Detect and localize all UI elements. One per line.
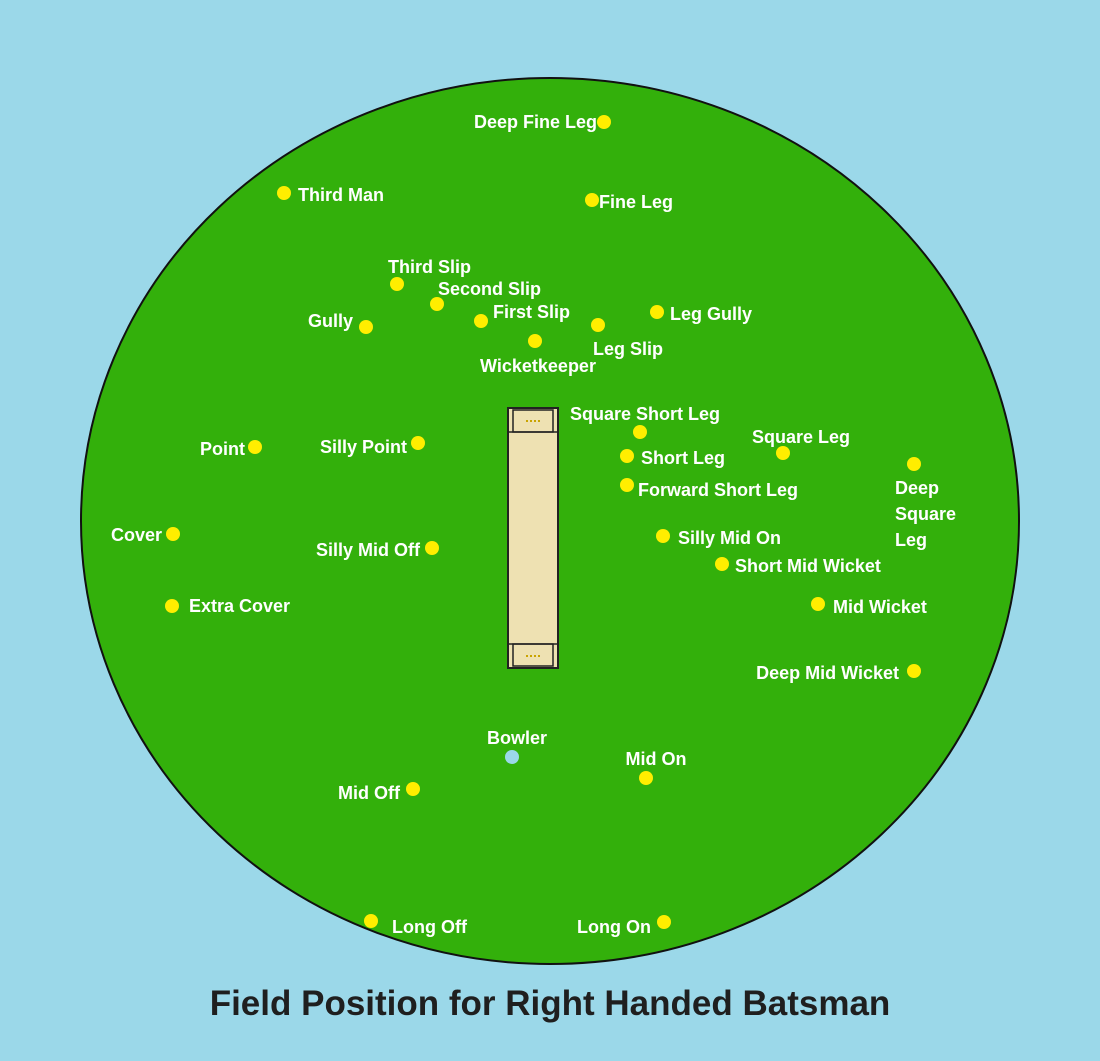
position-bowler: Bowler <box>487 728 547 764</box>
position-point: Point <box>200 439 262 459</box>
deep-fine-leg-marker <box>597 115 611 129</box>
silly-point-label: Silly Point <box>320 437 407 457</box>
first-slip-label: First Slip <box>493 302 570 322</box>
mid-on-marker <box>639 771 653 785</box>
deep-square-leg-label: Deep Square Leg <box>895 478 956 550</box>
position-second-slip: Second Slip <box>430 279 541 311</box>
short-mid-wicket-marker <box>715 557 729 571</box>
leg-gully-marker <box>650 305 664 319</box>
cover-marker <box>166 527 180 541</box>
third-man-marker <box>277 186 291 200</box>
short-mid-wicket-label: Short Mid Wicket <box>735 556 881 576</box>
position-deep-mid-wicket: Deep Mid Wicket <box>756 663 921 683</box>
point-marker <box>248 440 262 454</box>
position-short-leg: Short Leg <box>620 448 725 468</box>
pitch <box>507 407 559 669</box>
position-square-leg: Square Leg <box>752 427 850 460</box>
forward-short-leg-label: Forward Short Leg <box>638 480 798 500</box>
third-slip-label: Third Slip <box>388 257 471 277</box>
point-label: Point <box>200 439 245 459</box>
long-off-label: Long Off <box>392 917 468 937</box>
mid-wicket-marker <box>811 597 825 611</box>
position-silly-mid-off: Silly Mid Off <box>316 540 439 560</box>
position-wicketkeeper: Wicketkeeper <box>480 334 596 376</box>
silly-mid-on-marker <box>656 529 670 543</box>
second-slip-marker <box>430 297 444 311</box>
position-third-man: Third Man <box>277 185 384 205</box>
fine-leg-label: Fine Leg <box>599 192 673 212</box>
deep-mid-wicket-marker <box>907 664 921 678</box>
position-fine-leg: Fine Leg <box>585 192 673 212</box>
mid-off-label: Mid Off <box>338 783 401 803</box>
deep-square-leg-marker <box>907 457 921 471</box>
third-man-label: Third Man <box>298 185 384 205</box>
position-gully: Gully <box>308 311 373 334</box>
silly-mid-on-label: Silly Mid On <box>678 528 781 548</box>
silly-mid-off-label: Silly Mid Off <box>316 540 421 560</box>
position-silly-point: Silly Point <box>320 436 425 457</box>
extra-cover-label: Extra Cover <box>189 596 290 616</box>
fine-leg-marker <box>585 193 599 207</box>
long-on-label: Long On <box>577 917 651 937</box>
position-deep-fine-leg: Deep Fine Leg <box>474 112 611 132</box>
leg-slip-label: Leg Slip <box>593 339 663 359</box>
position-leg-slip: Leg Slip <box>591 318 663 359</box>
cover-label: Cover <box>111 525 162 545</box>
second-slip-label: Second Slip <box>438 279 541 299</box>
wicketkeeper-marker <box>528 334 542 348</box>
position-long-on: Long On <box>577 915 671 937</box>
square-short-leg-label: Square Short Leg <box>570 404 720 424</box>
bowler-label: Bowler <box>487 728 547 748</box>
gully-marker <box>359 320 373 334</box>
leg-gully-label: Leg Gully <box>670 304 752 324</box>
position-mid-wicket: Mid Wicket <box>811 597 927 617</box>
long-off-marker <box>364 914 378 928</box>
deep-fine-leg-label: Deep Fine Leg <box>474 112 597 132</box>
square-leg-marker <box>776 446 790 460</box>
long-on-marker <box>657 915 671 929</box>
position-deep-square-leg: Deep Square Leg <box>895 457 956 550</box>
short-leg-label: Short Leg <box>641 448 725 468</box>
gully-label: Gully <box>308 311 353 331</box>
silly-point-marker <box>411 436 425 450</box>
position-mid-on: Mid On <box>626 749 687 785</box>
position-forward-short-leg: Forward Short Leg <box>620 478 798 500</box>
short-leg-marker <box>620 449 634 463</box>
position-cover: Cover <box>111 525 180 545</box>
mid-on-label: Mid On <box>626 749 687 769</box>
position-leg-gully: Leg Gully <box>650 304 752 324</box>
position-first-slip: First Slip <box>474 302 570 328</box>
position-long-off: Long Off <box>364 914 468 937</box>
square-short-leg-marker <box>633 425 647 439</box>
silly-mid-off-marker <box>425 541 439 555</box>
mid-wicket-label: Mid Wicket <box>833 597 927 617</box>
position-silly-mid-on: Silly Mid On <box>656 528 781 548</box>
position-square-short-leg: Square Short Leg <box>570 404 720 439</box>
forward-short-leg-marker <box>620 478 634 492</box>
first-slip-marker <box>474 314 488 328</box>
wicketkeeper-label: Wicketkeeper <box>480 356 596 376</box>
position-short-mid-wicket: Short Mid Wicket <box>715 556 881 576</box>
pitch-strip <box>507 407 559 669</box>
bowler-marker <box>505 750 519 764</box>
position-extra-cover: Extra Cover <box>165 596 290 616</box>
square-leg-label: Square Leg <box>752 427 850 447</box>
extra-cover-marker <box>165 599 179 613</box>
third-slip-marker <box>390 277 404 291</box>
diagram-title: Field Position for Right Handed Batsman <box>209 984 891 1023</box>
deep-mid-wicket-label: Deep Mid Wicket <box>756 663 899 683</box>
mid-off-marker <box>406 782 420 796</box>
fielding-positions: Deep Fine Leg Third Man Fine Leg Third Slip… <box>111 112 956 937</box>
position-mid-off: Mid Off <box>338 782 420 803</box>
leg-slip-marker <box>591 318 605 332</box>
position-third-slip: Third Slip <box>388 257 471 291</box>
